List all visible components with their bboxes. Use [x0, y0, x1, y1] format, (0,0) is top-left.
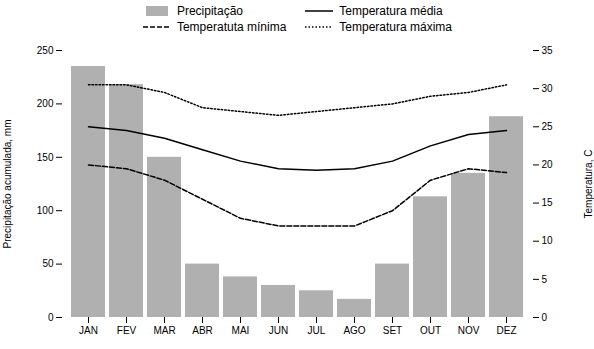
svg-text:10: 10 — [542, 235, 554, 246]
svg-text:20: 20 — [542, 159, 554, 170]
svg-text:OUT: OUT — [420, 325, 441, 336]
svg-text:AGO: AGO — [343, 325, 365, 336]
svg-text:MAR: MAR — [153, 325, 175, 336]
svg-text:ABR: ABR — [192, 325, 213, 336]
svg-text:JUN: JUN — [269, 325, 288, 336]
html-text:Precipitação: Precipitação — [176, 4, 243, 18]
svg-text:NOV: NOV — [458, 325, 480, 336]
svg-text:100: 100 — [37, 205, 54, 216]
svg-text:MAI: MAI — [232, 325, 250, 336]
html-text:Temperatura máxima: Temperatura máxima — [339, 20, 452, 34]
svg-text:50: 50 — [42, 258, 54, 269]
svg-text:Precipitação acumulada, mm: Precipitação acumulada, mm — [2, 120, 13, 249]
svg-text:35: 35 — [542, 45, 554, 56]
svg-text:30: 30 — [542, 83, 554, 94]
html-text:Temperatuta mínima: Temperatuta mínima — [176, 20, 287, 34]
svg-text:0: 0 — [48, 312, 54, 323]
svg-text:FEV: FEV — [117, 325, 137, 336]
svg-text:15: 15 — [542, 197, 554, 208]
html-text:Temperatura média: Temperatura média — [339, 4, 443, 18]
svg-text:150: 150 — [37, 152, 54, 163]
svg-text:Temperatura, C: Temperatura, C — [583, 150, 594, 219]
svg-text:DEZ: DEZ — [497, 325, 517, 336]
svg-text:JAN: JAN — [79, 325, 98, 336]
svg-text:5: 5 — [542, 274, 548, 285]
svg-text:25: 25 — [542, 121, 554, 132]
svg-text:JUL: JUL — [308, 325, 326, 336]
svg-text:SET: SET — [383, 325, 402, 336]
svg-text:0: 0 — [542, 312, 548, 323]
svg-text:250: 250 — [37, 45, 54, 56]
svg-text:200: 200 — [37, 98, 54, 109]
